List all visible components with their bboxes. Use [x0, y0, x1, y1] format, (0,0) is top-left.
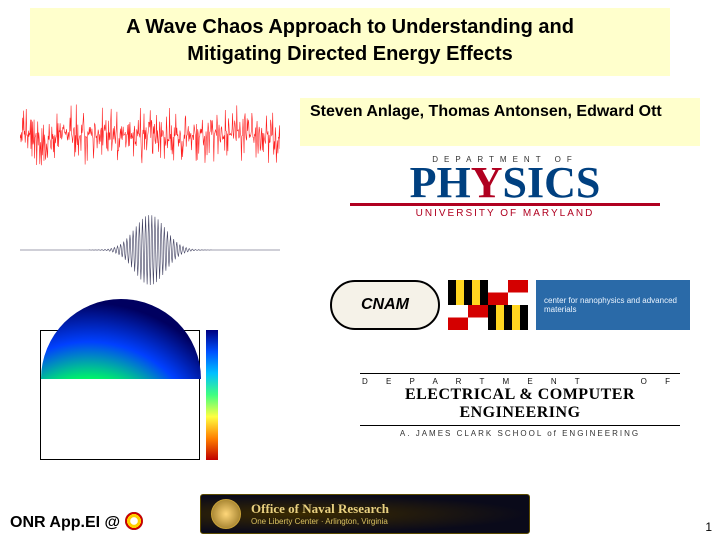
title-line1: A Wave Chaos Approach to Understanding a…	[126, 16, 574, 38]
physics-sub: UNIVERSITY OF MARYLAND	[340, 208, 670, 219]
footer-text: ONR App.EI @	[10, 514, 120, 531]
title-banner: A Wave Chaos Approach to Understanding a…	[30, 8, 670, 76]
cnam-label: CNAM	[361, 296, 409, 314]
footer-left: ONR App.EI @	[10, 512, 143, 532]
physics-dept-logo: DEPARTMENT OF PHYSICS UNIVERSITY OF MARY…	[340, 155, 670, 219]
authors-text: Steven Anlage, Thomas Antonsen, Edward O…	[310, 103, 662, 120]
ece-main: ELECTRICAL & COMPUTER ENGINEERING	[360, 386, 680, 422]
onr-banner: Office of Naval Research One Liberty Cen…	[200, 494, 530, 534]
onr-seal-icon	[211, 499, 241, 529]
cavity-quarter-disk	[41, 299, 201, 459]
cavity-mode-heatmap	[40, 330, 230, 460]
colorbar	[206, 330, 218, 460]
cnp-text: center for nanophysics and advanced mate…	[544, 296, 682, 314]
physics-wordmark: PHYSICS	[340, 164, 670, 201]
affiliation-row: CNAM center for nanophysics and advanced…	[330, 280, 690, 336]
ece-dept-logo: D E P A R T M E N T O F ELECTRICAL & COM…	[360, 370, 680, 438]
ece-sub: A. JAMES CLARK SCHOOL of ENGINEERING	[360, 429, 680, 438]
cnp-panel: center for nanophysics and advanced mate…	[536, 280, 690, 330]
cavity-plot-area	[40, 330, 200, 460]
onr-title: Office of Naval Research	[251, 501, 389, 517]
authors-banner: Steven Anlage, Thomas Antonsen, Edward O…	[300, 98, 700, 146]
noisy-waveform-red	[20, 95, 280, 175]
gaussian-wavepacket	[20, 210, 280, 290]
onr-text-block: Office of Naval Research One Liberty Cen…	[251, 501, 389, 526]
cnam-badge: CNAM	[330, 280, 440, 330]
page-number: 1	[705, 520, 712, 534]
umd-seal-icon	[125, 512, 143, 530]
onr-tagline: One Liberty Center · Arlington, Virginia	[251, 517, 389, 527]
ece-top-right: O F	[641, 377, 678, 386]
title-line2: Mitigating Directed Energy Effects	[187, 43, 513, 65]
ece-top: D E P A R T M E N T O F	[360, 377, 680, 386]
maryland-flag-icon	[448, 280, 528, 330]
ece-top-left: D E P A R T M E N T	[362, 377, 588, 386]
